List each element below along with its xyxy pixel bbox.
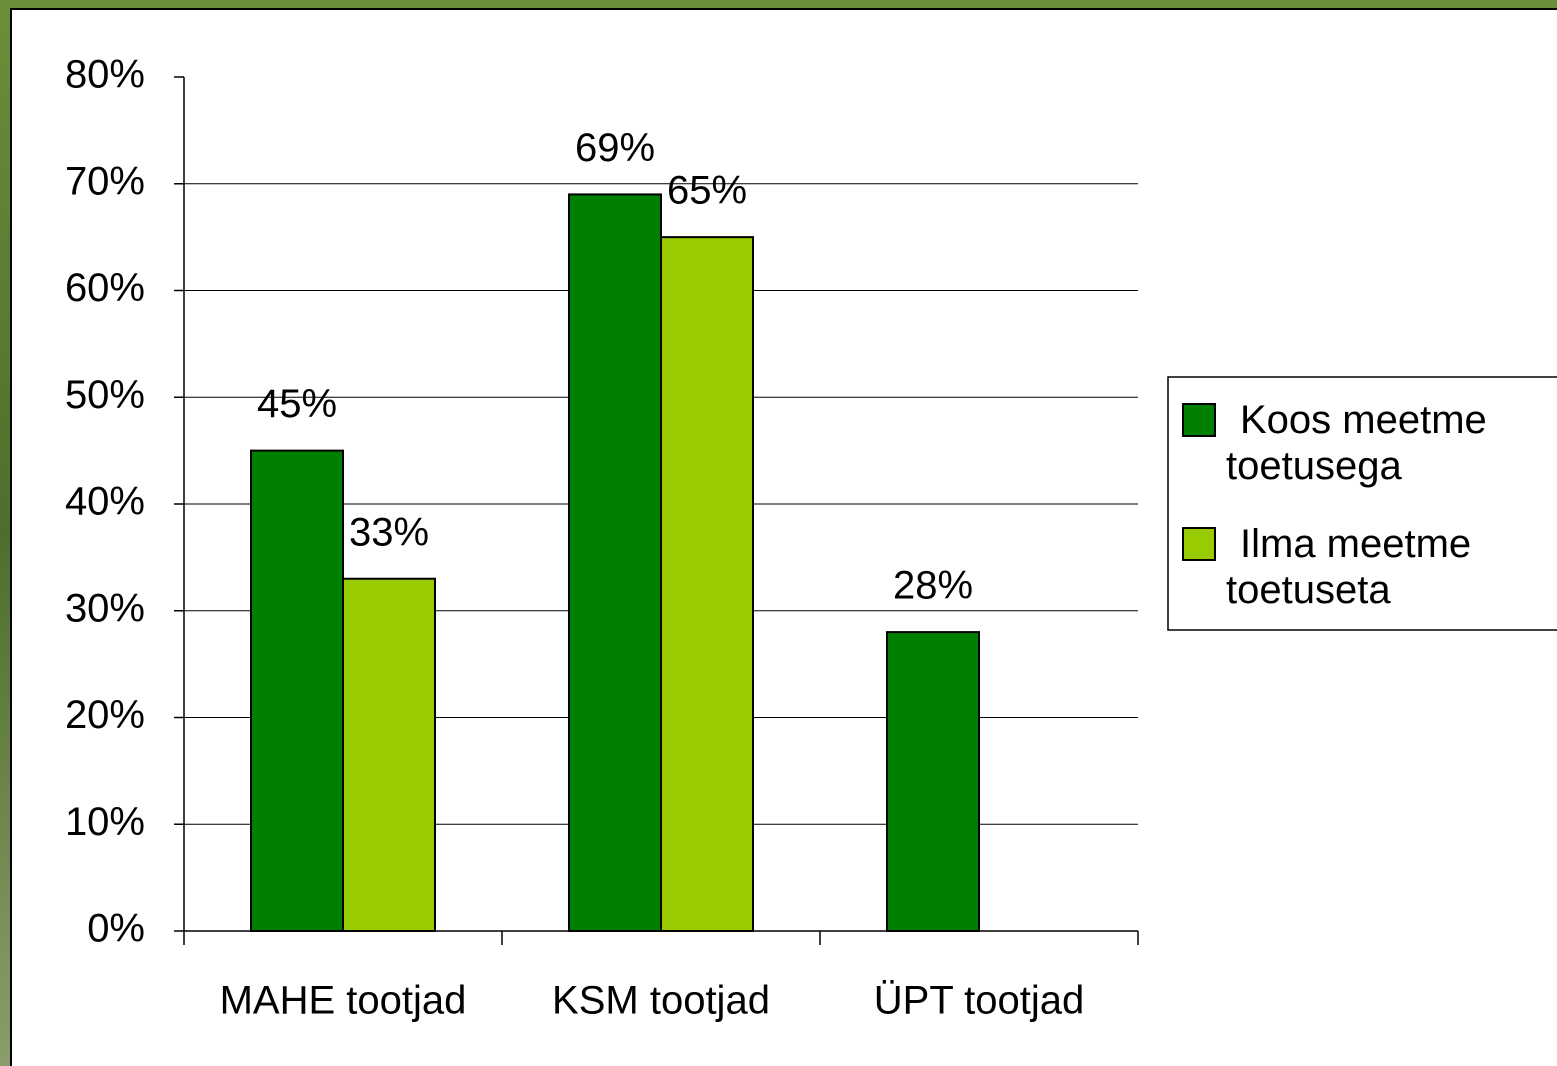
y-tick-label: 50% bbox=[65, 373, 145, 417]
x-tick-label: KSM tootjad bbox=[552, 979, 770, 1023]
bar bbox=[568, 193, 662, 933]
data-label: 65% bbox=[667, 169, 747, 213]
legend-swatch bbox=[1182, 403, 1216, 437]
legend-label: Ilma meetme toetuseta bbox=[1226, 522, 1472, 612]
y-tick-label: 10% bbox=[65, 800, 145, 844]
y-tick-label: 80% bbox=[65, 53, 145, 97]
bar bbox=[250, 449, 344, 932]
bar bbox=[660, 236, 754, 932]
y-tick-label: 60% bbox=[65, 266, 145, 310]
x-tick-label: MAHE tootjad bbox=[220, 979, 467, 1023]
legend-box bbox=[1167, 376, 1557, 631]
y-tick-label: 70% bbox=[65, 159, 145, 203]
data-label: 45% bbox=[257, 382, 337, 426]
data-label: 69% bbox=[575, 126, 655, 170]
bar bbox=[886, 631, 980, 932]
y-tick-label: 20% bbox=[65, 693, 145, 737]
x-tick-label: ÜPT tootjad bbox=[874, 979, 1085, 1023]
y-tick-label: 30% bbox=[65, 586, 145, 630]
data-label: 28% bbox=[893, 564, 973, 608]
bar bbox=[342, 577, 436, 932]
y-tick-label: 0% bbox=[87, 907, 145, 951]
data-label: 33% bbox=[349, 510, 429, 554]
legend-label: Koos meetme toetusega bbox=[1226, 398, 1487, 488]
legend-swatch bbox=[1182, 527, 1216, 561]
y-tick-label: 40% bbox=[65, 480, 145, 524]
